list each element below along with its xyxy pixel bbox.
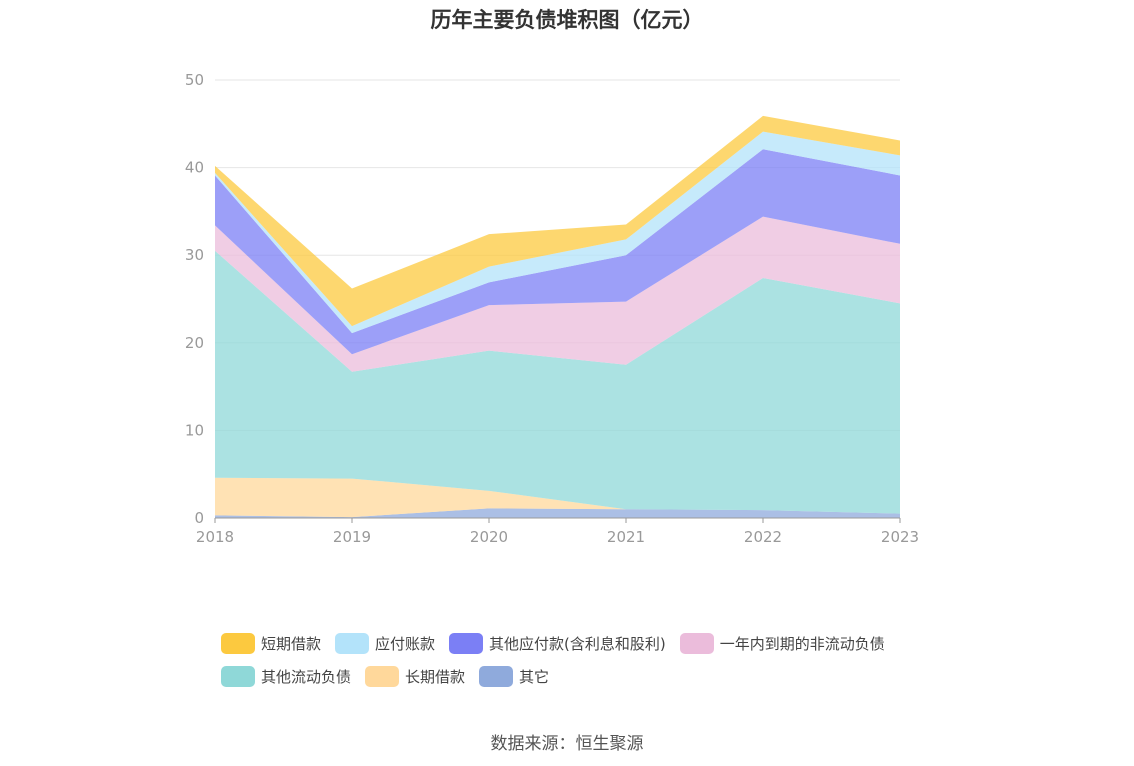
x-tick-label: 2020 [470, 528, 508, 546]
legend-label: 其它 [519, 668, 550, 686]
area-series-5[interactable] [215, 131, 900, 334]
chart-title: 历年主要负债堆积图（亿元） [430, 8, 704, 32]
legend-item[interactable]: 一年内到期的非流动负债 [679, 633, 885, 654]
x-tick-label: 2018 [196, 528, 234, 546]
legend-swatch [221, 666, 255, 687]
legend-label: 其他流动负债 [261, 668, 352, 686]
area-series-0[interactable] [215, 508, 900, 518]
area-series-1[interactable] [215, 477, 900, 518]
legend-item[interactable]: 其它 [479, 666, 549, 687]
legend-label: 长期借款 [405, 668, 466, 686]
legend-swatch [679, 633, 714, 654]
y-tick-label: 10 [185, 421, 204, 439]
legend-swatch [221, 633, 255, 654]
legend: 短期借款 应付账款 其他应付款(含利息和股利) 一年内到期的非流动负债其他流动负债 长期… [221, 628, 941, 694]
legend-label: 一年内到期的非流动负债 [719, 635, 885, 653]
y-tick-label: 40 [185, 159, 204, 177]
area-series-4[interactable] [215, 149, 900, 355]
stacked-area-chart: 0 10 20 30 40 50 2018 2019 2020 2021 2022 2023 [185, 71, 919, 546]
legend-item[interactable]: 应付账款 [335, 633, 435, 654]
y-tick-label: 30 [185, 246, 204, 264]
area-series-3[interactable] [215, 216, 900, 372]
data-source: 数据来源：恒生聚源 [490, 734, 644, 754]
legend-row: 其他流动负债 长期借款 其它 [221, 661, 941, 692]
area-series-2[interactable] [215, 250, 900, 514]
legend-swatch [479, 666, 514, 687]
legend-label: 其他应付款(含利息和股利) [489, 635, 666, 653]
legend-item[interactable]: 短期借款 [221, 633, 321, 654]
legend-swatch [335, 633, 370, 654]
x-tick-label: 2023 [881, 528, 919, 546]
y-tick-label: 20 [185, 334, 204, 352]
y-tick-label: 0 [194, 509, 204, 527]
legend-item[interactable]: 其他流动负债 [221, 666, 351, 687]
legend-item[interactable]: 长期借款 [365, 666, 465, 687]
x-tick-label: 2019 [333, 528, 371, 546]
legend-label: 短期借款 [261, 635, 322, 653]
area-series [215, 115, 900, 518]
x-tick-label: 2021 [607, 528, 645, 546]
legend-item[interactable]: 其他应付款(含利息和股利) [449, 633, 666, 654]
y-tick-label: 50 [185, 71, 204, 89]
legend-row: 短期借款 应付账款 其他应付款(含利息和股利) 一年内到期的非流动负债 [221, 628, 941, 659]
legend-label: 应付账款 [375, 635, 436, 653]
legend-swatch [449, 633, 484, 654]
x-tick-label: 2022 [744, 528, 782, 546]
area-series-6[interactable] [215, 115, 900, 327]
legend-swatch [365, 666, 400, 687]
axes: 0 10 20 30 40 50 2018 2019 2020 2021 2022 2023 [185, 71, 919, 546]
